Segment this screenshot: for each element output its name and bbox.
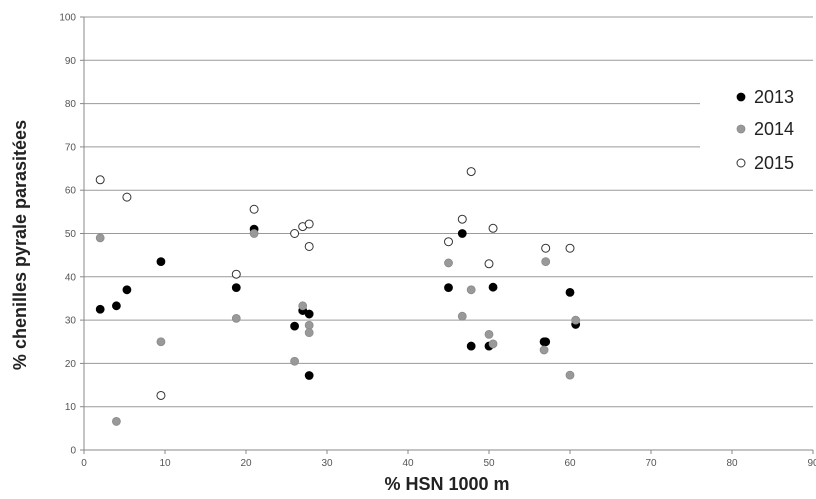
- x-tick-label: 40: [402, 458, 414, 469]
- point-2015: [466, 167, 476, 177]
- y-tick-label: 80: [65, 99, 77, 110]
- y-tick-label: 10: [65, 402, 77, 413]
- x-tick-label: 60: [564, 458, 576, 469]
- point-2014: [249, 229, 259, 238]
- point-2015: [304, 219, 314, 229]
- legend-marker-2015: [736, 158, 746, 168]
- legend-marker-2014: [736, 124, 746, 134]
- point-2013: [122, 285, 132, 295]
- point-2013: [466, 341, 476, 351]
- legend-marker-2013: [736, 92, 746, 102]
- point-2013: [231, 283, 241, 293]
- legend-label-2013: 2013: [754, 87, 794, 107]
- point-2015: [249, 204, 259, 214]
- point-2013: [457, 229, 467, 238]
- y-tick-label: 0: [70, 446, 76, 457]
- point-2013: [304, 371, 314, 380]
- tick-labels: 0 10 20 30 40 50 60 70 80 90 100 0 10 20 30 40 50 60 70 80 9…: [59, 13, 816, 470]
- x-tick-label: 50: [483, 458, 495, 469]
- point-2015: [231, 269, 241, 279]
- point-2014: [488, 339, 498, 349]
- point-2015: [488, 223, 498, 233]
- x-tick-label: 20: [240, 458, 252, 469]
- point-2014: [112, 417, 121, 426]
- point-2013: [156, 257, 166, 267]
- point-2013: [444, 283, 453, 293]
- point-2015: [304, 241, 314, 251]
- data-points: [95, 167, 581, 426]
- point-2013: [112, 301, 121, 311]
- point-2014: [156, 337, 166, 347]
- x-tick-label: 30: [321, 458, 333, 469]
- y-tick-label: 20: [65, 359, 77, 370]
- x-axis-title: % HSN 1000 m: [384, 474, 509, 494]
- point-2015: [541, 243, 551, 253]
- y-tick-label: 30: [65, 316, 77, 327]
- point-2015: [457, 214, 467, 224]
- x-tick-label: 90: [807, 458, 816, 469]
- point-2014: [484, 329, 494, 339]
- point-2014: [304, 328, 314, 338]
- point-2014: [444, 258, 453, 268]
- point-2015: [95, 175, 105, 185]
- point-2014: [466, 285, 476, 295]
- point-2015: [290, 229, 300, 238]
- point-2013: [488, 282, 498, 292]
- y-tick-label: 60: [65, 186, 77, 197]
- point-2014: [290, 356, 300, 366]
- x-tick-label: 80: [726, 458, 738, 469]
- point-2015: [156, 390, 166, 400]
- point-2014: [298, 301, 308, 311]
- x-tick-label: 0: [81, 458, 87, 469]
- y-axis-title: % chenilles pyrale parasitées: [10, 120, 30, 370]
- point-2014: [565, 370, 575, 380]
- x-tick-label: 10: [159, 458, 171, 469]
- legend-label-2015: 2015: [754, 153, 794, 173]
- point-2015: [484, 259, 494, 269]
- point-2014: [304, 320, 314, 330]
- y-tick-label: 40: [65, 272, 77, 283]
- point-2014: [541, 257, 551, 267]
- y-tick-label: 90: [65, 56, 77, 67]
- point-2013: [565, 287, 575, 297]
- x-tick-label: 70: [645, 458, 657, 469]
- y-tick-label: 50: [65, 229, 77, 240]
- point-2013: [95, 304, 105, 314]
- point-2015: [122, 192, 132, 202]
- point-2013: [541, 337, 551, 347]
- legend: 2013 2014 2015: [736, 87, 794, 173]
- y-tick-label: 70: [65, 142, 77, 153]
- point-2013: [304, 309, 314, 319]
- y-tick-label: 100: [59, 13, 76, 24]
- point-2015: [444, 237, 453, 247]
- point-2014: [95, 233, 105, 243]
- point-2015: [565, 243, 575, 253]
- point-2014: [539, 345, 549, 355]
- gridlines: [84, 16, 813, 408]
- point-2014: [457, 311, 467, 321]
- legend-label-2014: 2014: [754, 119, 794, 139]
- point-2014: [571, 315, 581, 325]
- point-2014: [231, 313, 241, 323]
- point-2013: [290, 321, 300, 331]
